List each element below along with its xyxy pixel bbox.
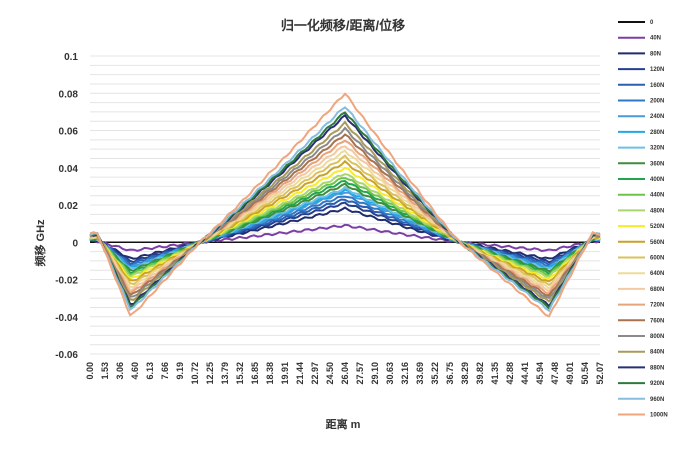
y-tick-label: 0.06 (59, 127, 79, 138)
legend: 0 40N 80N 120N 160N 200N 240N 280N 320N 360N 400N 4… (618, 20, 668, 419)
x-tick-label: 19.91 (280, 362, 290, 385)
y-tick-label: 0.1 (64, 52, 78, 63)
x-tick-label: 4.60 (130, 362, 140, 380)
legend-label: 560N (650, 240, 664, 246)
x-tick-label: 39.82 (475, 362, 485, 385)
x-tick-label: 0.00 (85, 362, 95, 380)
legend-label: 880N (650, 365, 664, 371)
x-tick-label: 33.69 (415, 362, 425, 385)
series-line (89, 206, 601, 260)
x-tick-label: 16.85 (250, 362, 260, 385)
legend-label: 120N (650, 67, 664, 73)
legend-label: 200N (650, 99, 664, 105)
y-tick-label: -0.02 (55, 276, 78, 287)
x-tick-label: 35.22 (430, 362, 440, 385)
legend-label: 80N (650, 51, 661, 57)
legend-label: 720N (650, 303, 664, 309)
x-tick-label: 13.79 (220, 362, 230, 385)
x-tick-label: 45.94 (535, 362, 545, 385)
legend-label: 0 (650, 20, 654, 26)
legend-label: 800N (650, 334, 664, 340)
legend-label: 320N (650, 146, 664, 152)
legend-label: 240N (650, 114, 664, 120)
x-tick-label: 30.63 (385, 362, 395, 385)
y-tick-label: -0.04 (55, 313, 78, 324)
x-tick-label: 1.53 (100, 362, 110, 380)
y-tick-label: 0 (72, 238, 78, 249)
y-axis-label: 频移 GHz (33, 219, 47, 267)
series-lines (89, 92, 601, 318)
legend-label: 640N (650, 271, 664, 277)
x-tick-label: 21.44 (295, 362, 305, 385)
series-line (89, 106, 601, 313)
x-tick-label: 6.13 (145, 362, 155, 380)
x-tick-label: 52.07 (595, 362, 605, 385)
legend-label: 520N (650, 224, 664, 230)
series-line (89, 166, 601, 280)
x-tick-label: 36.75 (445, 362, 455, 385)
x-tick-label: 27.57 (355, 362, 365, 385)
series-line (89, 126, 601, 300)
series-line (89, 173, 601, 278)
x-tick-label: 29.10 (370, 362, 380, 385)
x-tick-label: 47.48 (550, 362, 560, 385)
x-axis-label: 距离 m (326, 417, 361, 431)
legend-label: 1000N (650, 413, 668, 419)
x-tick-label: 38.29 (460, 362, 470, 385)
series-line (89, 223, 601, 253)
y-tick-labels: 0.1 0.08 0.06 0.04 0.02 0 -0.02 -0.04 -0.06 (55, 52, 78, 361)
x-tick-label: 10.72 (190, 362, 200, 385)
x-tick-label: 26.04 (340, 362, 350, 385)
x-tick-label: 7.66 (160, 362, 170, 380)
x-tick-label: 41.35 (490, 362, 500, 385)
legend-label: 160N (650, 83, 664, 89)
x-tick-label: 3.06 (115, 362, 125, 380)
legend-label: 440N (650, 193, 664, 199)
series-line (89, 133, 601, 297)
x-tick-label: 32.16 (400, 362, 410, 385)
legend-label: 600N (650, 256, 664, 262)
y-tick-label: 0.04 (59, 164, 79, 175)
x-tick-labels: 0.00 1.53 3.06 4.60 6.13 7.66 9.19 10.72 12.25 13… (85, 362, 605, 385)
x-tick-label: 9.19 (175, 362, 185, 380)
x-tick-label: 12.25 (205, 362, 215, 385)
x-tick-label: 50.54 (580, 362, 590, 385)
legend-label: 680N (650, 287, 664, 293)
legend-label: 280N (650, 130, 664, 136)
grid-lines (90, 55, 600, 355)
legend-label: 40N (650, 36, 661, 42)
legend-label: 360N (650, 161, 664, 167)
legend-label: 840N (650, 350, 664, 356)
x-tick-label: 24.50 (325, 362, 335, 385)
x-tick-label: 49.01 (565, 362, 575, 385)
y-tick-label: 0.02 (59, 201, 79, 212)
x-tick-label: 15.32 (235, 362, 245, 385)
legend-label: 480N (650, 208, 664, 214)
legend-label: 760N (650, 318, 664, 324)
legend-label: 400N (650, 177, 664, 183)
x-tick-label: 44.41 (520, 362, 530, 385)
y-tick-label: 0.08 (59, 89, 79, 100)
x-tick-label: 22.97 (310, 362, 320, 385)
x-tick-label: 42.88 (505, 362, 515, 385)
legend-label: 920N (650, 381, 664, 387)
y-tick-label: -0.06 (55, 350, 78, 361)
legend-label: 960N (650, 397, 664, 403)
chart-title: 归一化频移/距离/位移 (281, 18, 405, 33)
x-tick-label: 18.38 (265, 362, 275, 385)
series-line (89, 92, 601, 318)
series-line (89, 159, 601, 283)
